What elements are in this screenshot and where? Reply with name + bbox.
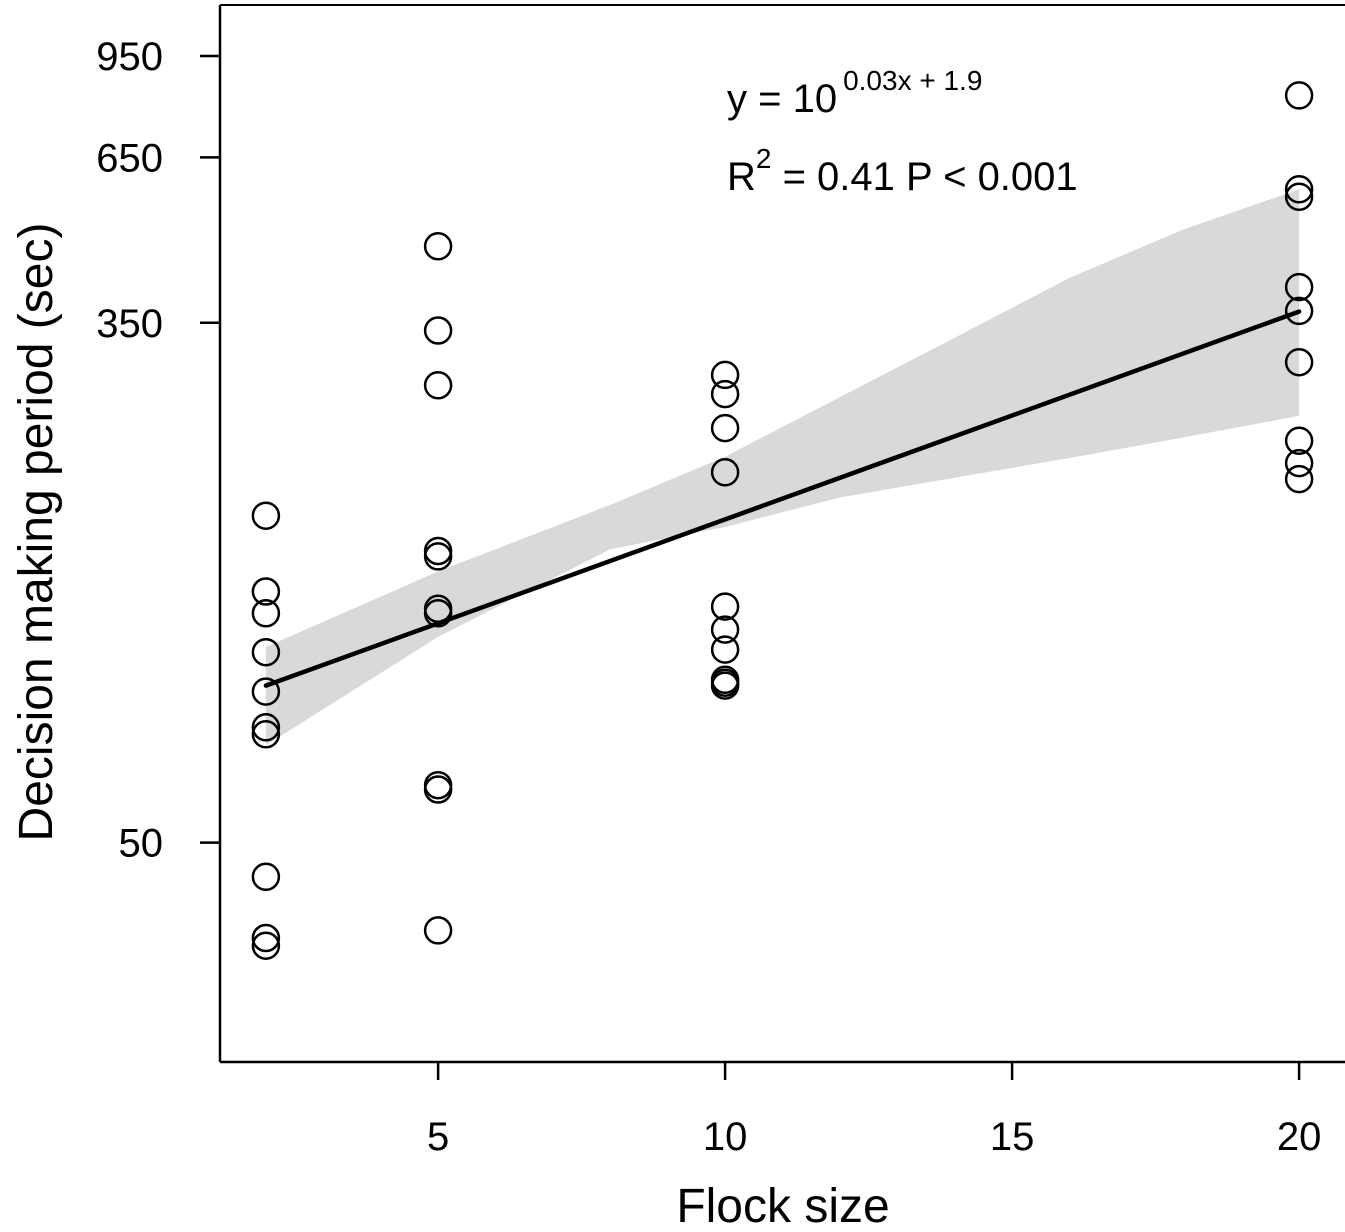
data-point (710, 458, 740, 487)
regression-line (263, 309, 1302, 688)
x-tick-label: 10 (703, 1115, 748, 1159)
data-points-layer (251, 81, 1314, 960)
data-point (1284, 272, 1314, 302)
confidence-band-layer (265, 189, 1300, 746)
data-point (710, 413, 740, 443)
fit-line-layer (263, 309, 1302, 688)
data-point (423, 599, 453, 628)
axes-layer: 5 10 15 20 50 350 650 950 (96, 4, 1345, 1159)
data-point (710, 360, 740, 390)
data-point (251, 599, 281, 628)
data-point (1284, 81, 1314, 110)
data-point (423, 770, 453, 800)
data-point (1284, 448, 1314, 478)
fit-statistics: R2 = 0.41 P < 0.001 (727, 143, 1078, 199)
data-point (423, 316, 453, 345)
x-tick-label: 15 (990, 1115, 1035, 1159)
data-point (1284, 175, 1314, 204)
equation-exponent: 0.03x + 1.9 (843, 65, 982, 96)
data-point (1284, 426, 1314, 456)
y-tick-label: 650 (96, 136, 163, 180)
x-tick-label: 20 (1277, 1115, 1322, 1159)
data-point (251, 720, 281, 749)
y-tick-label: 50 (119, 822, 164, 866)
data-point (710, 592, 740, 621)
data-point (251, 501, 281, 530)
confidence-band (265, 189, 1300, 746)
y-tick-label: 950 (96, 35, 163, 79)
data-point (423, 916, 453, 945)
data-point (251, 923, 281, 953)
data-point (251, 713, 281, 742)
equation-lead: y = 10 (727, 77, 837, 121)
data-point (251, 862, 281, 892)
data-point (710, 671, 740, 700)
data-point (1284, 182, 1314, 212)
data-point (423, 232, 453, 261)
data-point (423, 536, 453, 566)
x-tick-label: 5 (427, 1115, 449, 1159)
data-point (251, 637, 281, 667)
data-point (710, 379, 740, 409)
regression-equation: y = 10 0.03x + 1.9 (727, 65, 982, 121)
stats-r: R (727, 155, 756, 199)
data-point (251, 931, 281, 960)
x-axis-title: Flock size (676, 1180, 889, 1232)
data-point (251, 677, 281, 706)
stats-rest: = 0.41 P < 0.001 (771, 155, 1077, 199)
data-point (710, 615, 740, 644)
y-tick-label: 350 (96, 302, 163, 346)
data-point (1284, 296, 1314, 326)
data-point (251, 577, 281, 606)
y-axis-title: Decision making period (sec) (10, 223, 63, 842)
stats-r-sup: 2 (756, 143, 772, 174)
data-point (423, 542, 453, 571)
data-point (1284, 347, 1314, 377)
data-point (423, 371, 453, 400)
data-point (1284, 464, 1314, 494)
data-point (710, 635, 740, 664)
